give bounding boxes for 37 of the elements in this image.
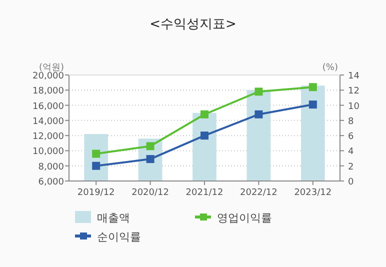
y-tick-label: 8,000 (38, 162, 64, 172)
y-tick-label: 16,000 (32, 102, 64, 112)
legend-label: 영업이익률 (217, 212, 272, 224)
y2-tick-label: 10 (348, 102, 360, 112)
y-tick-label: 20,000 (32, 72, 64, 82)
x-tick-label: 2020/12 (132, 188, 169, 198)
legend-label: 매출액 (97, 212, 130, 224)
x-tick-label: 2019/12 (77, 188, 115, 198)
y2-tick-label: 12 (348, 86, 360, 97)
point (254, 88, 263, 96)
y2-tick-label: 6 (348, 132, 354, 142)
y-tick-label: 18,000 (32, 86, 64, 97)
x-tick-label: 2021/12 (186, 188, 224, 198)
chart-title: <수익성지표> (150, 17, 236, 32)
point (308, 83, 317, 92)
point (146, 155, 154, 164)
legend-label: 순이익률 (97, 230, 141, 244)
point (254, 110, 263, 118)
y-tick-label: 12,000 (32, 132, 64, 142)
y-tick-label: 6,000 (38, 178, 64, 188)
y-axis-title: (억원) (38, 63, 64, 73)
y2-tick-label: 0 (348, 178, 354, 188)
y2-tick-label: 14 (348, 72, 360, 82)
point (92, 150, 100, 158)
point (200, 110, 208, 118)
y2-axis-title: (%) (322, 63, 338, 73)
point (308, 100, 317, 109)
y2-tick-label: 8 (348, 116, 354, 127)
point (146, 142, 154, 150)
y-tick-label: 14,000 (32, 116, 64, 127)
x-tick-label: 2023/12 (294, 188, 332, 198)
y-tick-label: 10,000 (32, 147, 64, 158)
point (92, 162, 100, 170)
y2-tick-label: 4 (348, 147, 354, 158)
y2-tick-label: 2 (348, 162, 354, 172)
x-tick-label: 2022/12 (240, 188, 278, 198)
point (200, 132, 208, 140)
